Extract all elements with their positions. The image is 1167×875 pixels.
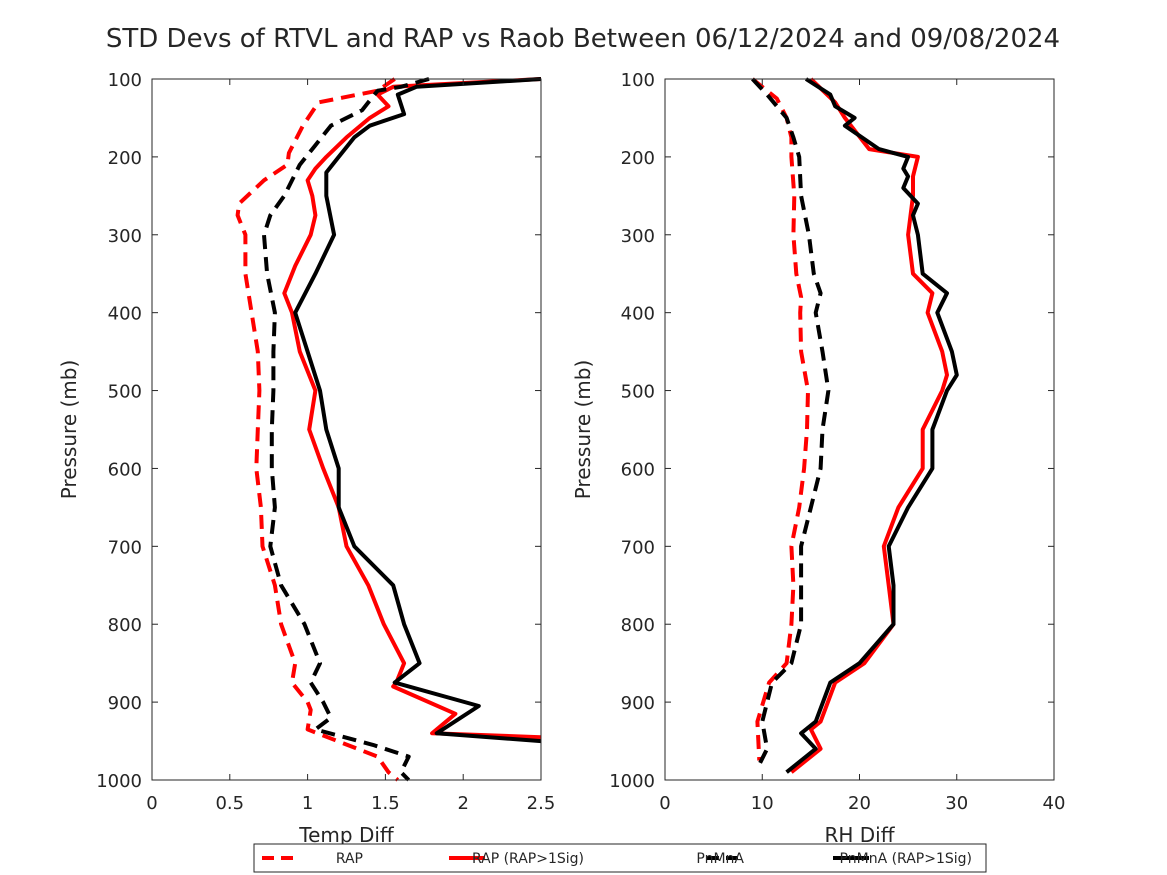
legend-label-3: PnMnA <box>696 851 744 867</box>
temp-diff-ytick-label: 900 <box>108 693 142 714</box>
temp-diff-ylabel: Pressure (mb) <box>57 360 81 500</box>
temp-diff-ticks: 0 0.5 1 1.5 2 2.5 100 200 300 400 500 600 700 800 900 1… <box>96 70 555 814</box>
temp-diff-series-1-line <box>235 77 400 782</box>
legend-label-4: PnMnA (RAP>1Sig) <box>840 851 972 867</box>
temp-diff-ytick-label: 1000 <box>96 771 142 792</box>
temp-diff-ytick-label: 700 <box>108 537 142 558</box>
temp-diff-xtick-label: 1 <box>302 793 313 814</box>
chart-title: STD Devs of RTVL and RAP vs Raob Between… <box>106 24 1060 54</box>
rh-diff-axes-box <box>664 78 1055 781</box>
temp-diff-xlabel: Temp Diff <box>298 823 395 847</box>
temp-diff-xtick-label: 1.5 <box>371 793 400 814</box>
temp-diff-axes-box <box>151 78 542 781</box>
rh-diff-xtick-label: 20 <box>848 793 871 814</box>
temp-diff-ytick-label: 500 <box>108 382 142 403</box>
temp-diff-xtick-label: 0.5 <box>215 793 244 814</box>
temp-diff-ytick-label: 200 <box>108 148 142 169</box>
temp-diff-ytick-label: 400 <box>108 304 142 325</box>
rh-diff-ytick-label: 100 <box>621 70 655 91</box>
temp-diff-ytick-label: 100 <box>108 70 142 91</box>
rh-diff-series-2-line <box>790 77 949 774</box>
rh-diff-xtick-label: 10 <box>751 793 774 814</box>
temp-diff-series-4-line <box>293 77 542 744</box>
rh-diff-series-4-line <box>785 77 959 774</box>
rh-diff-xtick-label: 30 <box>945 793 968 814</box>
rh-diff-ylabel: Pressure (mb) <box>571 360 595 500</box>
temp-diff-ytick-label: 800 <box>108 615 142 636</box>
rh-diff-ytick-label: 300 <box>621 226 655 247</box>
rh-diff-ytick-label: 200 <box>621 148 655 169</box>
rh-diff-ticks: 0 10 20 30 40 100 200 300 400 500 600 700 800 900 1000 <box>609 70 1065 814</box>
rh-diff-ytick-label: 1000 <box>609 771 655 792</box>
temp-diff-panel: 0 0.5 1 1.5 2 2.5 100 200 300 400 500 600 700 800 900 1… <box>57 70 555 847</box>
temp-diff-lines <box>235 77 542 782</box>
temp-diff-ytick-label: 600 <box>108 459 142 480</box>
legend-label-1: RAP <box>336 851 363 867</box>
rh-diff-ytick-label: 400 <box>621 304 655 325</box>
rh-diff-xlabel: RH Diff <box>824 823 895 847</box>
rh-diff-series-1-line <box>751 77 810 761</box>
rh-diff-xtick-label: 0 <box>659 793 670 814</box>
rh-diff-ytick-label: 700 <box>621 537 655 558</box>
temp-diff-series-2-line <box>282 77 542 740</box>
temp-diff-series-3-line <box>262 77 430 782</box>
rh-diff-ytick-label: 800 <box>621 615 655 636</box>
rh-diff-xtick-label: 40 <box>1043 793 1066 814</box>
rh-diff-panel: 0 10 20 30 40 100 200 300 400 500 600 700 800 900 1000… <box>571 70 1065 847</box>
temp-diff-xtick-label: 2 <box>457 793 468 814</box>
rh-diff-lines <box>751 77 959 774</box>
temp-diff-xtick-label: 0 <box>146 793 157 814</box>
temp-diff-ytick-label: 300 <box>108 226 142 247</box>
rh-diff-series-3-line <box>751 77 831 770</box>
temp-diff-xtick-label: 2.5 <box>527 793 556 814</box>
legend: RAP RAP (RAP>1Sig) PnMnA PnMnA (RAP>1Sig) <box>253 843 987 873</box>
rh-diff-ytick-label: 500 <box>621 382 655 403</box>
legend-label-2: RAP (RAP>1Sig) <box>472 851 584 867</box>
rh-diff-ytick-label: 900 <box>621 693 655 714</box>
rh-diff-ytick-label: 600 <box>621 459 655 480</box>
